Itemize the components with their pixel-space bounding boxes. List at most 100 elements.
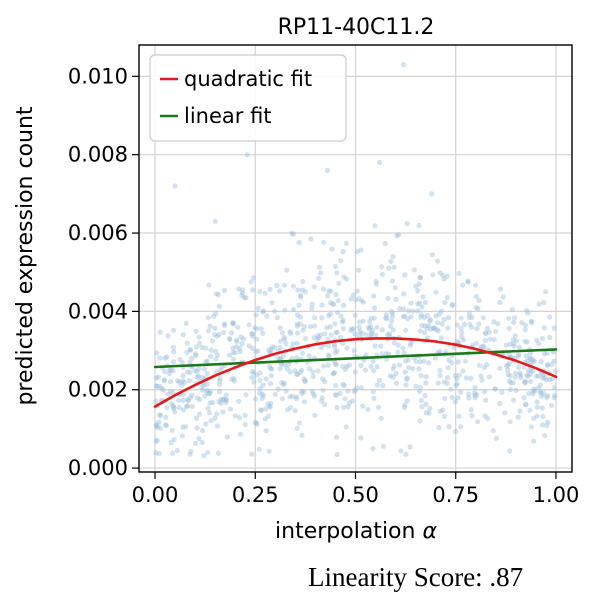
scatter-point — [387, 323, 394, 329]
scatter-point — [180, 373, 186, 379]
scatter-point — [435, 328, 441, 334]
scatter-point — [525, 368, 532, 374]
scatter-point — [374, 382, 380, 388]
scatter-point — [436, 311, 442, 317]
scatter-point — [200, 427, 206, 434]
scatter-point — [466, 395, 472, 401]
scatter-point — [508, 387, 514, 393]
scatter-point — [187, 360, 193, 366]
scatter-point — [297, 321, 303, 327]
scatter-point — [326, 353, 332, 360]
scatter-point — [319, 315, 325, 321]
scatter-point — [230, 349, 236, 356]
scatter-point — [465, 278, 471, 284]
scatter-point — [292, 368, 298, 374]
scatter-point — [507, 341, 513, 347]
scatter-point — [211, 313, 217, 319]
scatter-point — [401, 313, 407, 319]
scatter-point — [421, 358, 427, 364]
scatter-point — [280, 353, 286, 359]
scatter-point — [322, 401, 328, 408]
scatter-point — [424, 325, 430, 331]
scatter-point — [340, 317, 346, 324]
scatter-point — [262, 416, 268, 422]
scatter-point — [258, 407, 265, 414]
scatter-point — [493, 328, 499, 334]
scatter-point — [370, 446, 376, 452]
scatter-point — [510, 337, 516, 343]
scatter-point — [427, 405, 433, 412]
scatter-point — [518, 372, 524, 378]
scatter-point — [179, 433, 185, 439]
scatter-point — [180, 397, 186, 403]
scatter-point — [296, 302, 302, 308]
scatter-point — [343, 424, 349, 430]
scatter-point — [545, 362, 551, 368]
scatter-point — [378, 343, 384, 349]
scatter-point — [239, 341, 245, 347]
scatter-point — [204, 381, 210, 387]
scatter-point — [459, 334, 465, 340]
scatter-point — [249, 331, 255, 337]
scatter-point — [368, 330, 374, 336]
scatter-point — [212, 325, 218, 331]
scatter-point — [492, 386, 498, 392]
scatter-point — [192, 367, 198, 373]
scatter-point — [368, 323, 374, 330]
scatter-point — [351, 388, 357, 394]
scatter-point — [387, 373, 393, 379]
scatter-point — [165, 333, 171, 339]
scatter-point — [358, 435, 364, 441]
scatter-point — [356, 324, 362, 331]
scatter-point — [525, 310, 531, 316]
scatter-point — [171, 359, 177, 365]
scatter-point — [549, 376, 556, 382]
scatter-point — [335, 298, 341, 304]
scatter-point — [277, 288, 283, 294]
scatter-point — [160, 387, 166, 393]
x-tick-label: 0.00 — [132, 483, 179, 507]
scatter-point — [214, 411, 220, 417]
scatter-point — [506, 325, 512, 331]
scatter-point — [187, 347, 193, 353]
scatter-point — [201, 382, 207, 388]
scatter-point — [345, 404, 351, 410]
scatter-point — [272, 345, 278, 351]
scatter-point — [168, 440, 174, 446]
scatter-point — [484, 325, 490, 331]
scatter-point — [456, 270, 462, 277]
scatter-point — [180, 407, 187, 413]
scatter-point — [194, 395, 200, 401]
scatter-point — [170, 344, 176, 350]
scatter-point — [372, 223, 378, 229]
scatter-point — [416, 388, 423, 394]
scatter-point — [483, 397, 489, 403]
scatter-point — [236, 286, 242, 292]
scatter-point — [525, 373, 531, 379]
scatter-point — [356, 332, 363, 338]
scatter-point — [389, 314, 396, 320]
scatter-point — [275, 386, 281, 392]
scatter-point — [235, 324, 241, 330]
scatter-point — [349, 398, 356, 404]
scatter-point — [524, 308, 530, 314]
scatter-point — [547, 377, 553, 383]
scatter-point — [175, 397, 182, 403]
scatter-point — [509, 306, 515, 313]
scatter-point — [417, 359, 423, 365]
scatter-point — [282, 282, 288, 288]
scatter-point — [194, 374, 200, 380]
scatter-point — [418, 397, 424, 404]
scatter-point — [314, 335, 320, 342]
scatter-point — [207, 323, 213, 329]
scatter-point — [221, 329, 227, 336]
scatter-point — [294, 340, 300, 346]
scatter-point — [321, 239, 327, 245]
scatter-point — [186, 398, 192, 404]
scatter-point — [266, 347, 272, 353]
scatter-point — [515, 414, 521, 420]
scatter-point — [168, 379, 174, 385]
scatter-point — [348, 296, 354, 302]
scatter-point — [424, 312, 430, 319]
scatter-point — [486, 329, 492, 335]
